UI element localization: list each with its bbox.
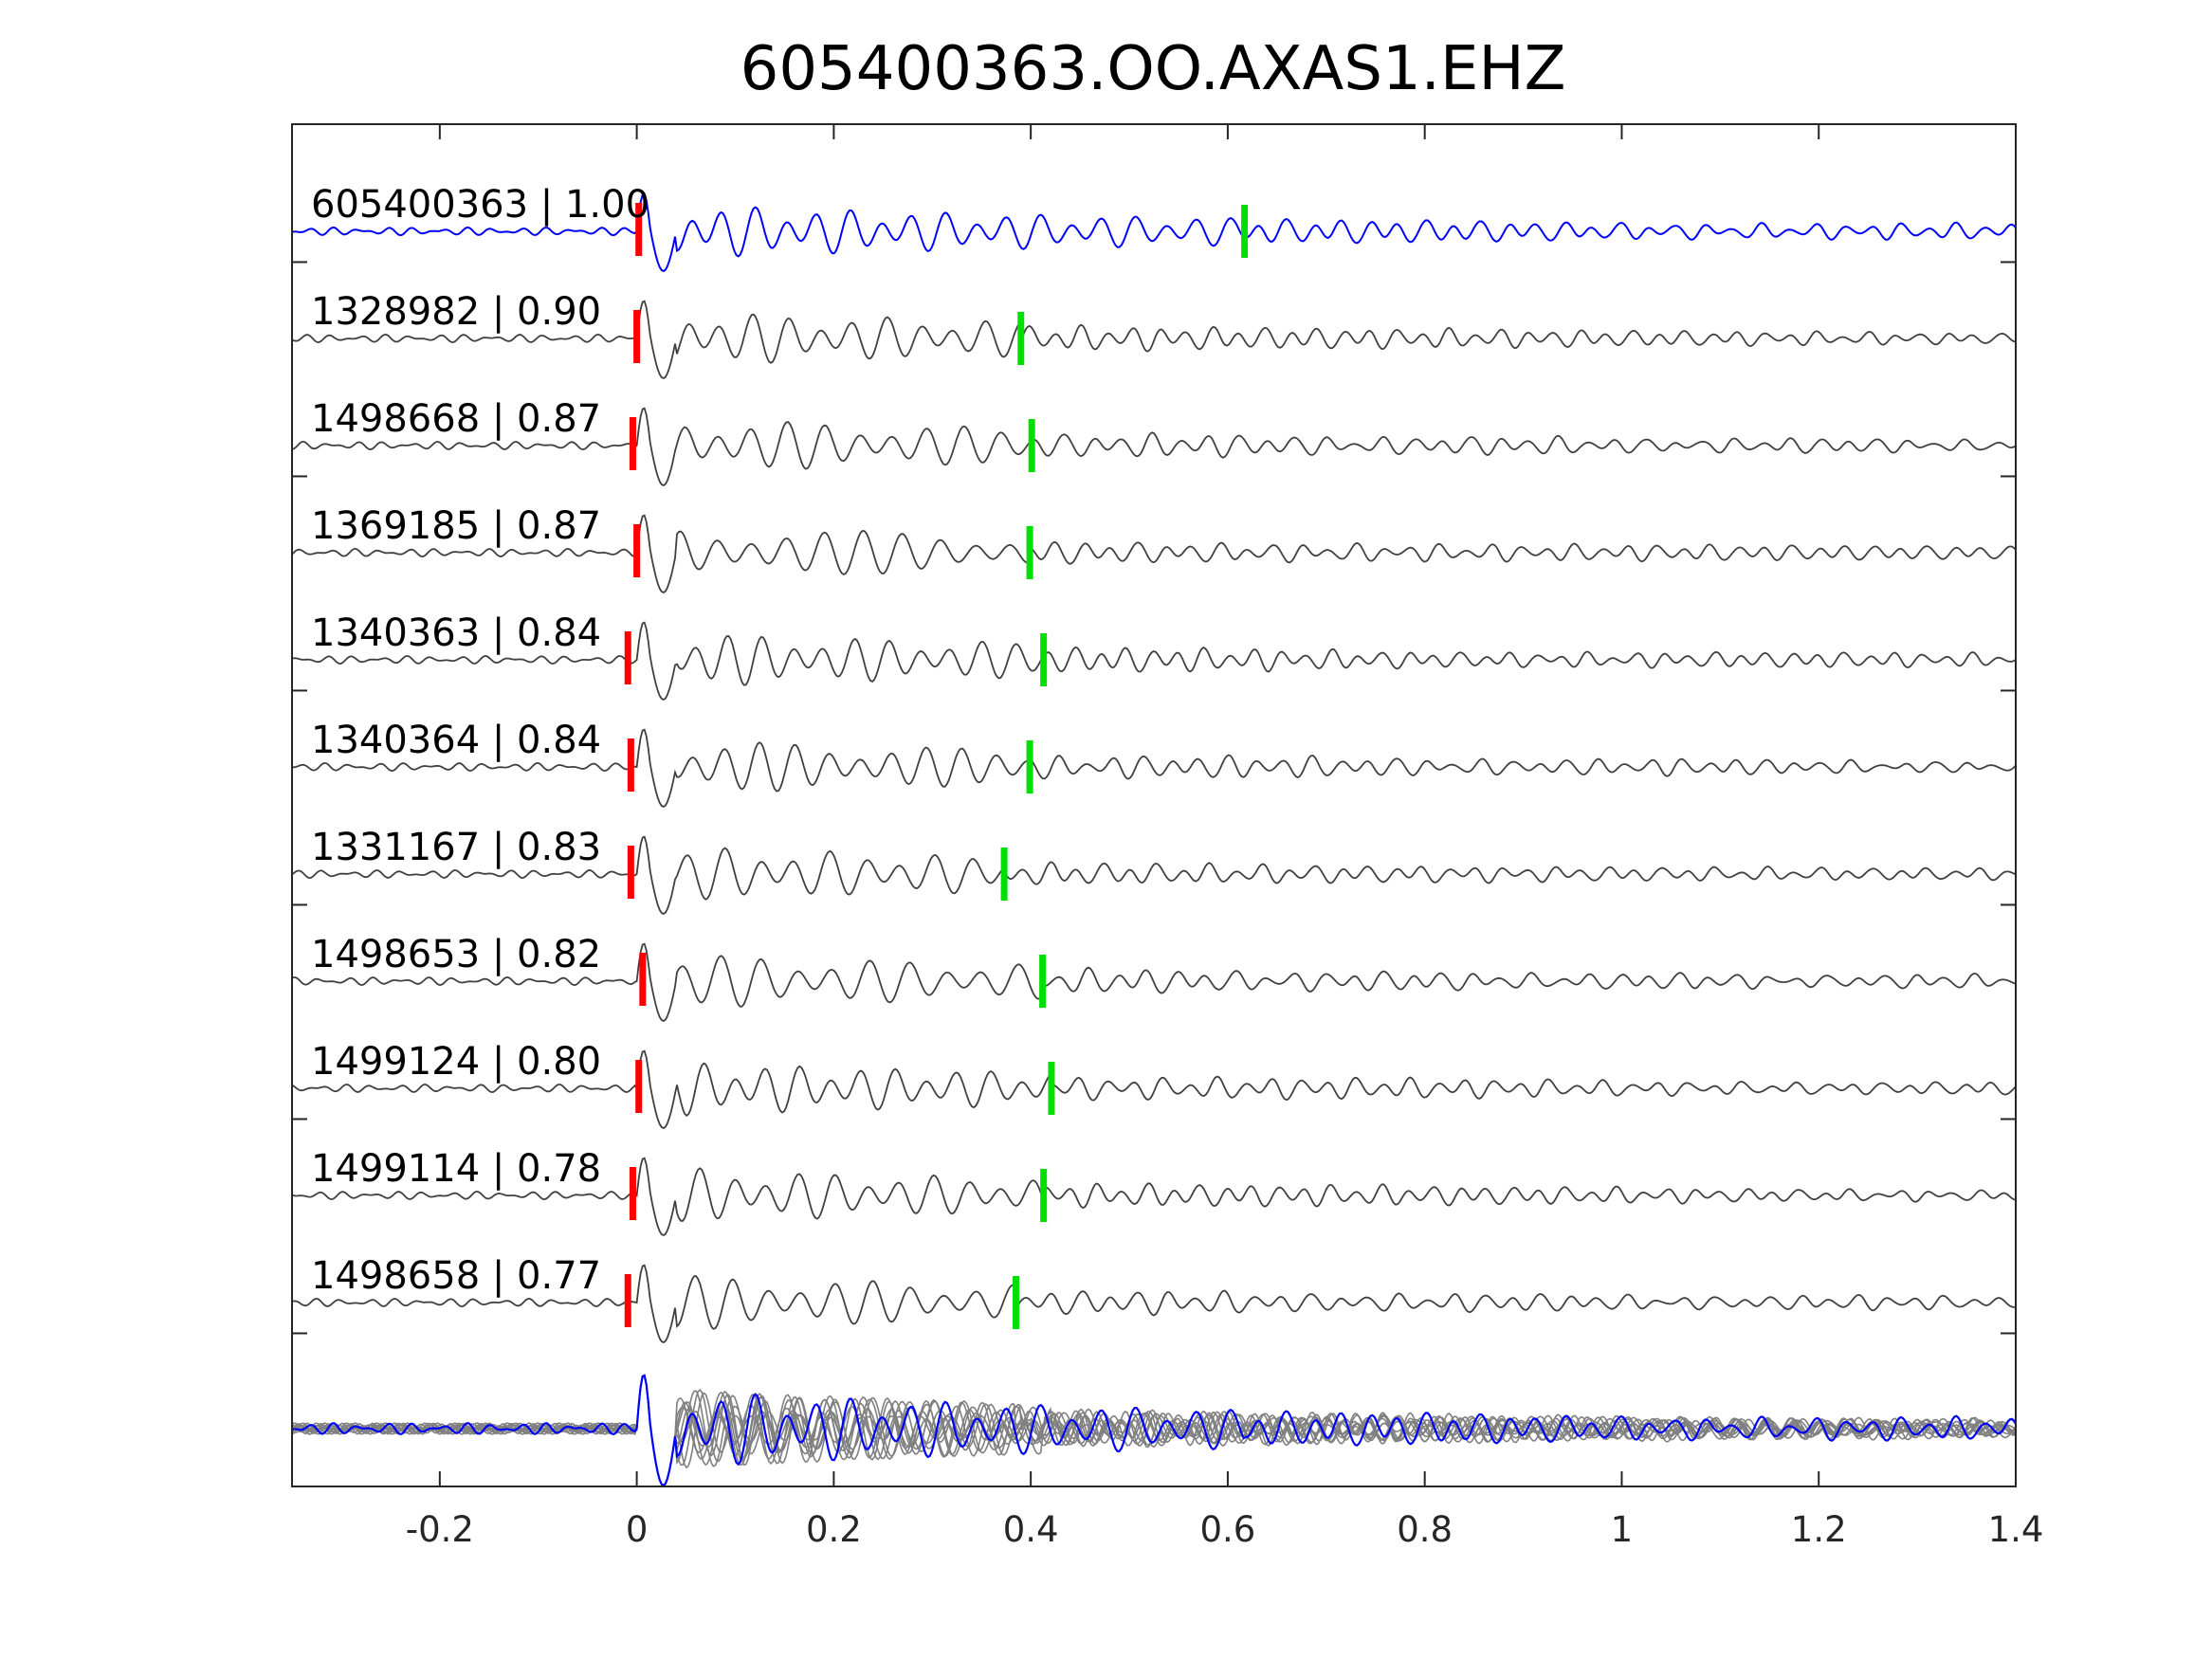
waveform-traces	[291, 192, 2017, 1487]
trace-labels: 605400363 | 1.00 1328982 | 0.90 1498668 | …	[311, 183, 649, 1298]
trace-label-1499114: 1499114 | 0.78	[311, 1147, 601, 1191]
y-axis-ticks	[292, 261, 2016, 1335]
x-tick-label: 1.2	[1791, 1509, 1847, 1550]
trace-1340364	[292, 728, 2017, 809]
trace-1499114	[291, 1157, 2017, 1237]
trace-1498653	[291, 942, 2017, 1023]
trace-label-1340363: 1340363 | 0.84	[311, 611, 601, 655]
trace-1328982	[291, 300, 2017, 380]
x-tick-label: 0.4	[1003, 1509, 1059, 1550]
trace-1340363	[291, 621, 2017, 702]
x-tick-label: 1	[1611, 1509, 1634, 1550]
trace-label-1499124: 1499124 | 0.80	[311, 1040, 601, 1084]
chart-title: 605400363.OO.AXAS1.EHZ	[740, 34, 1566, 104]
x-axis: -0.2 0 0.2 0.4 0.6 0.8 1 1.2 1.4	[406, 124, 2044, 1550]
trace-label-1340364: 1340364 | 0.84	[311, 719, 601, 762]
plot-area-frame	[291, 123, 2017, 1487]
x-tick-label: 0	[626, 1509, 649, 1550]
trace-label-605400363: 605400363 | 1.00	[311, 183, 649, 227]
phase-picks	[624, 203, 1249, 1329]
x-tick-label: 0.6	[1199, 1509, 1255, 1550]
trace-1498668	[291, 407, 2017, 487]
trace-1498658	[291, 1264, 2017, 1344]
trace-1369185	[291, 514, 2017, 594]
trace-label-1498653: 1498653 | 0.82	[311, 933, 601, 976]
trace-label-1498668: 1498668 | 0.87	[311, 397, 601, 441]
x-tick-label: 0.8	[1397, 1509, 1453, 1550]
x-tick-label: 1.4	[1988, 1509, 2044, 1550]
trace-1331167	[291, 835, 2017, 916]
trace-label-1328982: 1328982 | 0.90	[311, 290, 601, 334]
stack-trace-master	[291, 1374, 2017, 1487]
x-tick-label: -0.2	[406, 1509, 474, 1550]
trace-label-1369185: 1369185 | 0.87	[311, 504, 601, 548]
trace-1499124	[291, 1049, 2017, 1130]
stack-trace-7	[291, 1374, 2017, 1487]
trace-label-1331167: 1331167 | 0.83	[311, 826, 601, 869]
stack-trace-6	[291, 1374, 2017, 1487]
trace-label-1498658: 1498658 | 0.77	[311, 1254, 601, 1298]
x-tick-label: 0.2	[806, 1509, 862, 1550]
trace-605400363	[291, 192, 2017, 273]
